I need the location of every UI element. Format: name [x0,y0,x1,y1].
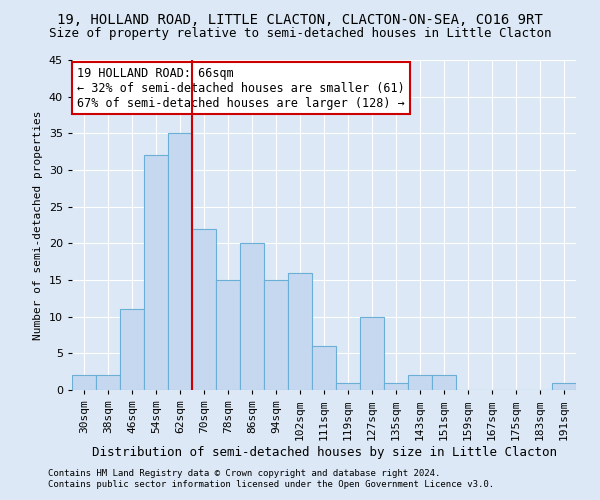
Text: 19 HOLLAND ROAD: 66sqm
← 32% of semi-detached houses are smaller (61)
67% of sem: 19 HOLLAND ROAD: 66sqm ← 32% of semi-det… [77,66,405,110]
Bar [192,228,216,390]
Bar [216,280,240,390]
Y-axis label: Number of semi-detached properties: Number of semi-detached properties [33,110,43,340]
Text: Contains HM Land Registry data © Crown copyright and database right 2024.: Contains HM Land Registry data © Crown c… [48,468,440,477]
Text: Contains public sector information licensed under the Open Government Licence v3: Contains public sector information licen… [48,480,494,489]
Bar [552,382,576,390]
Bar [432,376,456,390]
Bar [408,376,432,390]
Bar [240,244,264,390]
Bar [384,382,408,390]
Bar [312,346,336,390]
Text: Size of property relative to semi-detached houses in Little Clacton: Size of property relative to semi-detach… [49,28,551,40]
Bar [72,376,96,390]
Bar [264,280,288,390]
Bar [360,316,384,390]
Bar [336,382,360,390]
Text: 19, HOLLAND ROAD, LITTLE CLACTON, CLACTON-ON-SEA, CO16 9RT: 19, HOLLAND ROAD, LITTLE CLACTON, CLACTO… [57,12,543,26]
Bar [288,272,312,390]
Bar [96,376,120,390]
X-axis label: Distribution of semi-detached houses by size in Little Clacton: Distribution of semi-detached houses by … [91,446,557,460]
Bar [168,134,192,390]
Bar [120,310,144,390]
Bar [144,156,168,390]
